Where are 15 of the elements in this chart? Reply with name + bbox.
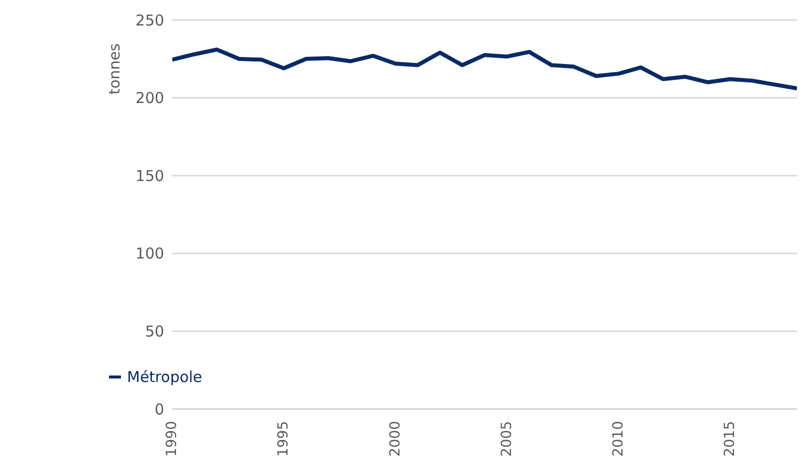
- legend-label: Métropole: [127, 368, 202, 386]
- x-tick-label: 2000: [387, 421, 404, 457]
- y-tick-label: 100: [136, 244, 164, 263]
- y-axis-title: tonnes: [105, 43, 124, 94]
- x-tick-label: 2010: [610, 421, 626, 457]
- y-tick-label: 250: [136, 11, 164, 30]
- y-tick-label: 0: [154, 400, 164, 418]
- x-tick-label: 2005: [498, 421, 515, 457]
- x-tick-label: 1995: [276, 421, 292, 457]
- line-series: [172, 48, 797, 90]
- x-tick-label: 1990: [164, 421, 180, 457]
- y-tick-label: 50: [145, 322, 164, 341]
- y-tick-label: 200: [136, 89, 164, 108]
- x-tick-label: 2015: [722, 421, 738, 457]
- y-tick-label: 150: [136, 166, 164, 185]
